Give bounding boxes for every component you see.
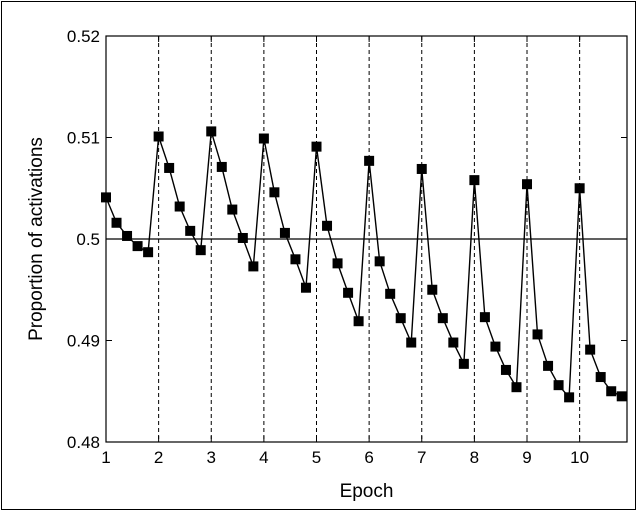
x-tick-label: 6	[364, 448, 373, 467]
data-point-marker	[500, 364, 511, 375]
data-point-marker	[248, 261, 259, 272]
data-point-marker	[490, 341, 501, 352]
data-point-marker	[111, 217, 122, 228]
data-point-marker	[458, 358, 469, 369]
x-tick-label: 7	[417, 448, 426, 467]
x-tick-label: 4	[259, 448, 268, 467]
data-point-marker	[479, 312, 490, 323]
data-series	[101, 126, 627, 403]
y-tick-label: 0.51	[67, 129, 100, 148]
y-tick-label: 0.5	[76, 230, 100, 249]
data-point-marker	[322, 220, 333, 231]
data-point-marker	[364, 155, 375, 166]
x-tick-label: 3	[207, 448, 216, 467]
data-point-marker	[122, 230, 133, 241]
data-point-marker	[606, 386, 617, 397]
data-point-marker	[522, 179, 533, 190]
data-point-marker	[353, 316, 364, 327]
data-point-marker	[195, 245, 206, 256]
plot-area-border	[105, 35, 628, 443]
data-point-marker	[153, 131, 164, 142]
data-point-marker	[469, 175, 480, 186]
data-point-marker	[258, 133, 269, 144]
y-tick-label: 0.48	[67, 433, 100, 452]
data-point-marker	[448, 337, 459, 348]
series-line	[105, 131, 623, 400]
data-point-marker	[574, 183, 585, 194]
data-point-marker	[616, 391, 627, 402]
x-tick-label: 9	[522, 448, 531, 467]
y-tick-label: 0.52	[67, 27, 100, 46]
data-point-marker	[227, 204, 238, 215]
data-point-marker	[216, 161, 227, 172]
data-point-marker	[206, 126, 217, 137]
data-point-marker	[132, 241, 143, 252]
x-tick-label: 5	[312, 448, 321, 467]
data-point-marker	[511, 382, 522, 393]
x-tick-label: 10	[570, 448, 589, 467]
data-point-marker	[437, 313, 448, 324]
data-point-marker	[290, 254, 301, 265]
data-point-marker	[595, 372, 606, 383]
data-point-marker	[385, 288, 396, 299]
data-point-marker	[532, 329, 543, 340]
data-point-marker	[332, 258, 343, 269]
data-point-marker	[585, 344, 596, 355]
data-point-marker	[374, 256, 385, 267]
data-point-marker	[395, 313, 406, 324]
data-point-marker	[143, 247, 154, 258]
data-point-marker	[553, 380, 564, 391]
data-point-marker	[174, 201, 185, 212]
data-point-marker	[343, 287, 354, 298]
data-point-marker	[300, 282, 311, 293]
x-tick-label: 8	[470, 448, 479, 467]
tick-labels: 1 2 3 4 5 6 7 8 9 10 0.48 0.49 0.5 0.51 0.52	[67, 27, 589, 467]
data-point-marker	[237, 232, 248, 243]
data-point-marker	[564, 392, 575, 403]
x-tick-label: 2	[154, 448, 163, 467]
data-point-marker	[185, 225, 196, 236]
x-axis-label: Epoch	[340, 481, 394, 502]
y-tick-label: 0.49	[67, 332, 100, 351]
data-point-marker	[406, 337, 417, 348]
data-point-marker	[311, 141, 322, 152]
data-point-marker	[164, 162, 175, 173]
y-axis-label: Proportion of activations	[26, 137, 47, 341]
data-point-marker	[279, 227, 290, 238]
data-point-marker	[269, 187, 280, 198]
data-point-marker	[416, 163, 427, 174]
data-point-marker	[543, 360, 554, 371]
x-tick-label: 1	[101, 448, 110, 467]
data-point-marker	[427, 284, 438, 295]
